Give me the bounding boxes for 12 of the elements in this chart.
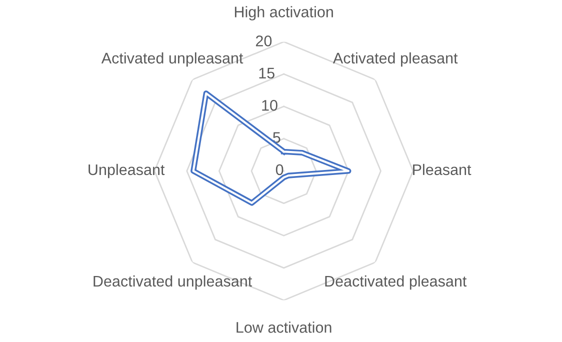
y-tick-label: 0 [276, 164, 284, 176]
spoke-label: High activation [234, 6, 333, 20]
spoke-label: Deactivated pleasant [325, 275, 467, 290]
spoke-label: Pleasant [413, 164, 472, 176]
spoke-label: Deactivated unpleasant [94, 275, 252, 290]
y-tick-label: 15 [259, 68, 274, 79]
spoke-label: Activated pleasant [332, 52, 458, 67]
spoke-label: Unpleasant [88, 164, 165, 178]
spoke-label: Low activation [236, 322, 332, 333]
y-tick-label: 10 [262, 100, 278, 111]
y-tick-label: 20 [256, 36, 272, 46]
spoke-label: Activated unpleasant [101, 52, 244, 67]
